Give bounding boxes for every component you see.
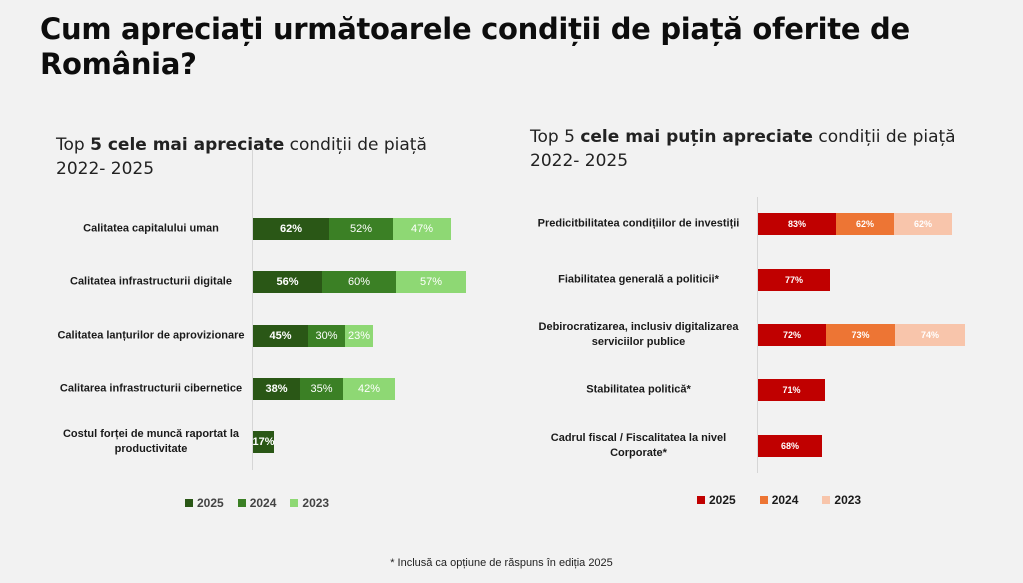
left-bar-2023: 47%	[393, 218, 451, 240]
left-chart-title: Top 5 cele mai apreciate condiții de pia…	[56, 133, 427, 181]
right-bar-2025: 71%	[758, 379, 825, 401]
legend-label: 2025	[197, 496, 224, 510]
footnote: * Inclusă ca opțiune de răspuns în ediți…	[390, 557, 613, 569]
left-bar-2024: 30%	[308, 325, 345, 347]
right-title-part: condiții de piață	[812, 127, 956, 147]
right-title-emphasis: cele mai puțin apreciate	[580, 127, 813, 147]
right-bar-value-label: 72%	[782, 330, 801, 340]
right-category-label: Fiabilitatea generală a politicii*	[558, 273, 719, 286]
right-bar-2025: 72%	[758, 324, 826, 346]
left-bar-2025: 17%	[252, 431, 275, 453]
right-bar-2025: 83%	[758, 213, 836, 235]
legend-label: 2024	[249, 496, 277, 510]
left-bar-2024: 35%	[300, 378, 343, 400]
legend-label: 2023	[834, 493, 862, 507]
legend-swatch-2023	[290, 499, 299, 507]
legend-item-2023: 2023	[822, 493, 861, 507]
legend-label: 2023	[302, 496, 330, 510]
right-bar-value-label: 77%	[784, 275, 803, 285]
left-bar-value-label: 57%	[419, 276, 443, 288]
legend-label: 2024	[771, 493, 799, 507]
left-chart-legend: 2025 2024 2023	[185, 496, 329, 510]
left-bar-value-label: 38%	[265, 383, 288, 395]
right-title-part: Top 5	[530, 127, 581, 147]
right-category-label: Cadrul fiscal / Fiscalitatea la nivel Co…	[550, 432, 727, 459]
right-category-label: Debirocratizarea, inclusiv digitalizarea…	[538, 321, 739, 348]
right-chart-legend: 2025 2024 2023	[697, 493, 861, 507]
left-category-label: Costul forței de muncă raportat la produ…	[62, 428, 240, 455]
legend-item-2023: 2023	[290, 496, 329, 510]
left-bar-2024: 60%	[322, 271, 396, 293]
left-bar-2023: 23%	[345, 325, 373, 347]
right-chart-subtitle: 2022- 2025	[530, 151, 629, 171]
left-bar-value-label: 60%	[347, 276, 371, 288]
left-category-label: Calitatea lanțurilor de aprovizionare	[57, 329, 245, 342]
left-bar-2023: 57%	[396, 271, 466, 293]
left-chart-axis	[252, 150, 253, 470]
legend-swatch-2024	[759, 496, 768, 504]
legend-item-2024: 2024	[759, 493, 799, 507]
left-bar-value-label: 52%	[349, 223, 373, 235]
right-category-label: Stabilitatea politică*	[586, 383, 691, 396]
left-category-label: Calitatea capitalului uman	[83, 222, 219, 235]
left-title-part: condiții de piață	[284, 135, 427, 155]
right-bar-2023: 62%	[894, 213, 952, 235]
left-bar-value-label: 30%	[315, 330, 338, 342]
right-bar-2025: 68%	[758, 435, 822, 457]
legend-item-2025: 2025	[185, 496, 224, 510]
left-bar-2025: 38%	[253, 378, 300, 400]
right-bar-value-label: 73%	[851, 330, 870, 340]
left-chart-title-line1: Top 5 cele mai apreciate condiții de pia…	[56, 135, 427, 155]
left-bar-value-label: 47%	[410, 223, 434, 235]
right-bar-value-label: 83%	[787, 219, 806, 229]
left-bar-value-label: 62%	[279, 223, 303, 235]
legend-swatch-2025	[697, 496, 705, 504]
legend-label: 2025	[709, 493, 736, 507]
left-bar-2025: 45%	[253, 325, 308, 347]
left-title-part: Top	[56, 135, 91, 155]
left-bar-value-label: 17%	[252, 436, 275, 448]
right-category-label: Predicitbilitatea condițiilor de investi…	[537, 217, 740, 230]
right-bar-2024: 73%	[826, 324, 895, 346]
left-bar-value-label: 23%	[347, 330, 371, 342]
right-bar-value-label: 68%	[780, 441, 799, 451]
left-bar-2025: 62%	[253, 218, 329, 240]
right-chart-title: Top 5 cele mai puțin apreciate condiții …	[530, 125, 956, 173]
left-bar-value-label: 45%	[269, 330, 292, 342]
right-bar-2024: 62%	[836, 213, 894, 235]
legend-item-2025: 2025	[697, 493, 736, 507]
right-bar-value-label: 62%	[855, 219, 874, 229]
legend-item-2024: 2024	[237, 496, 277, 510]
left-bar-value-label: 42%	[357, 383, 381, 395]
left-bar-value-label: 56%	[276, 276, 299, 288]
right-bar-2025: 77%	[758, 269, 830, 291]
left-chart-subtitle: 2022- 2025	[56, 159, 155, 179]
left-bar-2024: 52%	[329, 218, 393, 240]
page-title: Cum apreciați următoarele condiții de pi…	[40, 12, 910, 81]
left-bar-value-label: 35%	[310, 383, 333, 395]
right-bar-value-label: 74%	[920, 330, 939, 340]
legend-swatch-2023	[822, 496, 831, 504]
left-bar-2023: 42%	[343, 378, 395, 400]
right-chart-title-line1: Top 5 cele mai puțin apreciate condiții …	[530, 127, 956, 147]
right-bar-2023: 74%	[895, 324, 965, 346]
left-category-label: Calitatea infrastructurii digitale	[70, 275, 232, 288]
left-bar-2025: 56%	[253, 271, 322, 293]
left-title-emphasis: 5 cele mai apreciate	[90, 135, 285, 155]
left-category-label: Calitarea infrastructurii cibernetice	[59, 382, 243, 395]
legend-swatch-2025	[185, 499, 193, 507]
right-chart-axis	[757, 197, 758, 473]
right-bar-value-label: 71%	[782, 385, 801, 395]
right-bar-value-label: 62%	[913, 219, 932, 229]
legend-swatch-2024	[237, 499, 246, 507]
